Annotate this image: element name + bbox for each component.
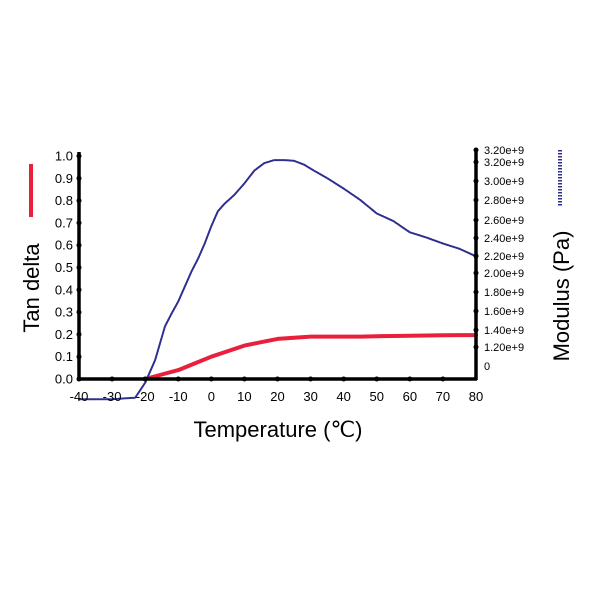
series-line-modulus [78, 159, 477, 401]
y-left-tick-label: 0.9 [55, 171, 73, 186]
y-left-tick-mark [76, 265, 82, 270]
y-left-tick-mark [76, 198, 82, 204]
x-tick-label: 60 [403, 389, 417, 404]
x-tick-label: -40 [70, 389, 89, 404]
x-tick-label: 40 [336, 389, 350, 404]
y-right-tick-label: 2.40e+9 [484, 233, 524, 245]
y-right-tick-label: 2.80e+9 [484, 195, 524, 207]
y-right-tick-label: 0 [484, 361, 490, 373]
y-right-tick-label: 1.80e+9 [484, 287, 524, 299]
x-tick-label: -20 [136, 389, 155, 404]
y-right-tick-mark [473, 289, 479, 295]
chart-marks [78, 159, 478, 401]
y-left-tick-label: 0.3 [55, 305, 73, 320]
y-left-tick-label: 0.7 [55, 215, 73, 230]
y-right-tick-label: 2.00e+9 [484, 268, 524, 280]
y-right-tick-mark [473, 270, 479, 276]
y-right-tick-mark [473, 147, 479, 153]
x-tick-label: 20 [270, 389, 284, 404]
x-axis-title: Temperature (℃) [194, 417, 363, 442]
legend [29, 150, 562, 217]
x-tick-label: 30 [303, 389, 317, 404]
x-tick-mark [440, 376, 446, 382]
y-left-tick-mark [76, 153, 82, 159]
x-tick-mark [109, 376, 115, 382]
y-right-tick-mark [473, 308, 479, 314]
series-line-tan-delta [143, 333, 478, 381]
y-left-tick-label: 0.2 [55, 327, 73, 342]
x-tick-mark [208, 376, 214, 382]
x-tick-label: 10 [237, 389, 251, 404]
x-tick-label: 80 [469, 389, 483, 404]
y-left-tick-label: 0.8 [55, 193, 73, 208]
y-right-tick-label: 3.20e+9 [484, 145, 524, 157]
y-right-tick-mark [473, 197, 479, 203]
x-tick-label: 50 [370, 389, 384, 404]
y-right-tick-mark [473, 178, 479, 184]
y-left-tick-mark [76, 175, 82, 181]
y-left-tick-label: 0.5 [55, 260, 73, 275]
chart-axes [77, 152, 478, 381]
x-tick-mark [407, 376, 413, 382]
x-tick-label: 70 [436, 389, 450, 404]
axis-titles: Temperature (℃) Tan delta Modulus (Pa) [19, 231, 574, 442]
y-left-tick-mark [76, 220, 82, 226]
right-axis-title: Modulus (Pa) [549, 231, 574, 362]
y-right-tick-label: 1.20e+9 [484, 342, 524, 354]
x-tick-label: 0 [208, 389, 215, 404]
tick-labels: -40 -30 -20 -10 0 10 20 30 40 50 60 70 80 0.0 0.1 0.2 0.… [55, 145, 524, 404]
x-tick-mark [142, 376, 148, 382]
y-right-tick-label: 2.20e+9 [484, 251, 524, 263]
x-tick-label: -10 [169, 389, 188, 404]
y-left-tick-mark [76, 287, 82, 293]
y-left-tick-mark [76, 331, 82, 337]
y-left-tick-mark [76, 376, 82, 382]
y-left-tick-label: 0.6 [55, 238, 73, 253]
y-right-tick-mark [473, 235, 479, 241]
y-right-tick-label: 3.00e+9 [484, 176, 524, 188]
y-right-tick-mark [473, 327, 479, 333]
y-right-tick-mark [473, 217, 479, 223]
x-tick-mark [241, 376, 247, 382]
y-left-tick-label: 0.0 [55, 372, 73, 387]
y-left-tick-mark [76, 354, 82, 360]
x-tick-mark [175, 376, 181, 382]
y-left-tick-label: 0.4 [55, 282, 73, 297]
y-right-tick-label: 2.60e+9 [484, 215, 524, 227]
y-left-tick-mark [76, 309, 82, 315]
x-tick-label: -30 [103, 389, 122, 404]
y-right-tick-label: 1.40e+9 [484, 325, 524, 337]
y-right-tick-mark [473, 344, 479, 350]
x-tick-mark [341, 376, 347, 382]
x-tick-mark [275, 376, 280, 382]
x-tick-mark [308, 376, 314, 382]
left-axis-title: Tan delta [19, 243, 44, 333]
y-right-tick-label: 3.20e+9 [484, 157, 524, 169]
y-right-tick-mark [473, 253, 479, 259]
x-tick-mark [374, 376, 380, 382]
y-left-tick-label: 0.1 [55, 349, 73, 364]
y-right-tick-label: 1.60e+9 [484, 306, 524, 318]
y-left-tick-mark [76, 242, 82, 248]
y-left-tick-label: 1.0 [55, 149, 73, 164]
y-right-tick-mark [473, 159, 479, 165]
